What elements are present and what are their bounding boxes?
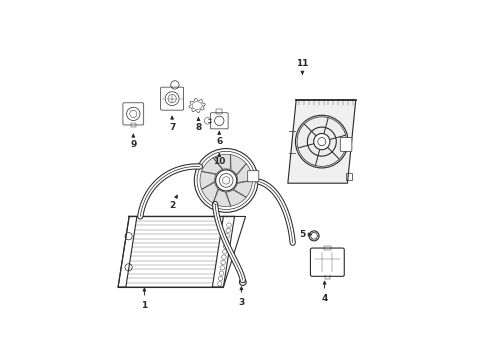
Bar — [217, 109, 222, 114]
Text: 4: 4 — [321, 281, 328, 303]
Polygon shape — [237, 163, 252, 183]
Text: 11: 11 — [296, 59, 309, 74]
Bar — [346, 174, 352, 180]
Polygon shape — [213, 154, 231, 170]
Circle shape — [295, 115, 348, 168]
Polygon shape — [200, 171, 216, 189]
Bar — [130, 123, 136, 127]
Text: 5: 5 — [299, 230, 311, 239]
Polygon shape — [226, 190, 246, 206]
Circle shape — [314, 134, 330, 150]
FancyBboxPatch shape — [340, 138, 352, 151]
Text: 6: 6 — [216, 131, 222, 146]
Text: 7: 7 — [169, 116, 175, 132]
Text: 3: 3 — [238, 287, 245, 307]
Polygon shape — [213, 189, 231, 207]
Text: 8: 8 — [196, 117, 201, 132]
Text: 1: 1 — [141, 288, 147, 310]
Bar — [324, 246, 331, 250]
Polygon shape — [231, 154, 246, 175]
Polygon shape — [201, 158, 222, 174]
Text: 2: 2 — [169, 195, 177, 210]
Polygon shape — [201, 183, 218, 203]
Polygon shape — [288, 100, 356, 183]
FancyBboxPatch shape — [248, 171, 259, 182]
Polygon shape — [234, 180, 252, 197]
Text: 10: 10 — [213, 153, 225, 166]
Circle shape — [216, 170, 237, 191]
Text: 9: 9 — [130, 134, 137, 149]
